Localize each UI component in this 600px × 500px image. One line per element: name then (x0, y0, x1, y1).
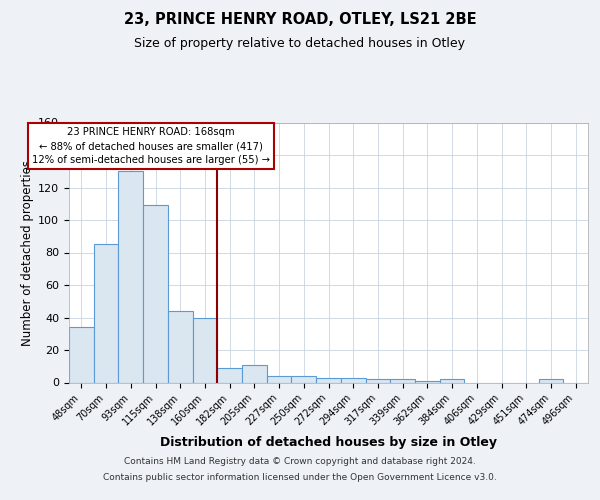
Bar (193, 318, 217, 382)
Bar (94, 244, 118, 382)
Text: Contains HM Land Registry data © Crown copyright and database right 2024.: Contains HM Land Registry data © Crown c… (124, 458, 476, 466)
Text: 23 PRINCE HENRY ROAD: 168sqm
← 88% of detached houses are smaller (417)
12% of s: 23 PRINCE HENRY ROAD: 168sqm ← 88% of de… (32, 128, 269, 166)
X-axis label: Distribution of detached houses by size in Otley: Distribution of detached houses by size … (160, 436, 497, 448)
Bar (168, 311, 193, 382)
Bar (390, 379, 415, 382)
Bar (143, 206, 168, 382)
Bar (440, 379, 464, 382)
Bar (365, 379, 390, 382)
Bar (267, 376, 292, 382)
Y-axis label: Number of detached properties: Number of detached properties (21, 160, 34, 346)
Bar (69, 327, 94, 382)
Bar (242, 364, 267, 382)
Bar (415, 381, 440, 382)
Text: Size of property relative to detached houses in Otley: Size of property relative to detached ho… (134, 38, 466, 51)
Bar (217, 368, 242, 382)
Text: Contains public sector information licensed under the Open Government Licence v3: Contains public sector information licen… (103, 472, 497, 482)
Bar (292, 376, 316, 382)
Bar (341, 378, 365, 382)
Bar (118, 171, 143, 382)
Bar (539, 379, 563, 382)
Text: 23, PRINCE HENRY ROAD, OTLEY, LS21 2BE: 23, PRINCE HENRY ROAD, OTLEY, LS21 2BE (124, 12, 476, 28)
Bar (316, 378, 341, 382)
